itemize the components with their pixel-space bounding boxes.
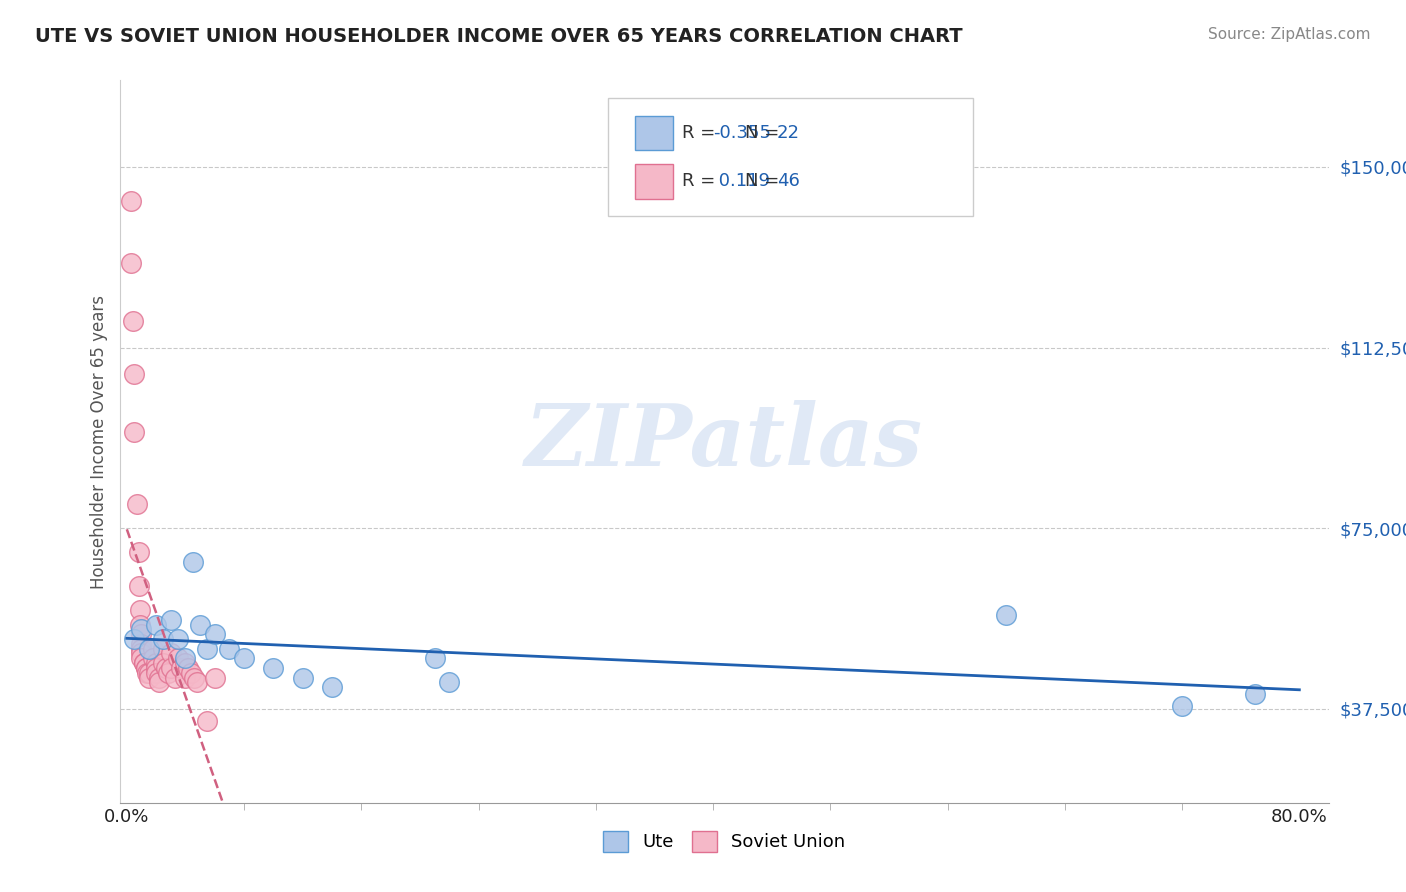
Point [170,661,193,675]
Point [167,651,190,665]
Point [145,617,167,632]
Point [159,613,181,627]
Point [142,651,165,665]
Point [159,661,181,675]
Point [135,661,157,675]
Point [204,627,226,641]
Point [180,665,202,680]
Point [122,425,145,439]
Text: Source: ZipAtlas.com: Source: ZipAtlas.com [1208,27,1371,42]
Point [262,661,284,675]
Point [128,579,150,593]
Point [1171,699,1194,714]
Point [233,651,256,665]
Point [122,632,145,646]
Point [218,641,240,656]
Point [134,656,156,670]
Text: -0.355: -0.355 [713,124,772,142]
Point [1244,687,1267,701]
Point [177,661,200,675]
Point [136,665,159,680]
Point [131,627,153,641]
Point [129,603,152,617]
Point [128,545,150,559]
Point [131,651,153,665]
Text: 0.119: 0.119 [713,172,770,190]
Point [148,675,170,690]
Text: N =: N = [745,124,785,142]
Point [291,671,314,685]
Point [131,623,153,637]
Text: R =: R = [682,124,721,142]
Point [186,675,208,690]
Point [138,665,160,680]
Point [131,637,153,651]
Point [155,661,177,675]
Point [204,671,226,685]
Point [152,656,174,670]
Point [121,314,143,328]
Point [174,651,197,665]
Point [129,617,152,632]
Point [145,661,167,675]
Point [152,632,174,646]
Text: 22: 22 [776,124,800,142]
Point [197,714,219,728]
Point [142,641,165,656]
Point [995,607,1018,622]
Text: R =: R = [682,172,721,190]
Point [183,671,205,685]
Point [165,671,187,685]
Text: 46: 46 [776,172,800,190]
Point [138,641,160,656]
Y-axis label: Householder Income Over 65 years: Householder Income Over 65 years [90,294,108,589]
Legend: Ute, Soviet Union: Ute, Soviet Union [595,823,853,859]
Point [156,665,179,680]
Point [131,647,153,661]
Point [174,671,197,685]
Point [439,675,461,690]
Point [134,656,156,670]
Point [174,656,197,670]
Point [181,555,204,569]
Text: ZIPatlas: ZIPatlas [524,400,924,483]
Point [423,651,446,665]
Point [138,671,160,685]
Point [321,680,343,694]
Point [135,661,157,675]
Point [188,617,211,632]
Point [197,641,219,656]
Point [159,647,181,661]
Point [120,256,142,270]
Point [145,656,167,670]
Point [145,665,167,680]
Point [131,641,153,656]
Point [152,641,174,656]
Text: N =: N = [745,172,785,190]
Text: UTE VS SOVIET UNION HOUSEHOLDER INCOME OVER 65 YEARS CORRELATION CHART: UTE VS SOVIET UNION HOUSEHOLDER INCOME O… [35,27,963,45]
Point [127,497,149,511]
Point [148,671,170,685]
Point [120,194,142,208]
Point [167,632,190,646]
Point [122,367,145,381]
